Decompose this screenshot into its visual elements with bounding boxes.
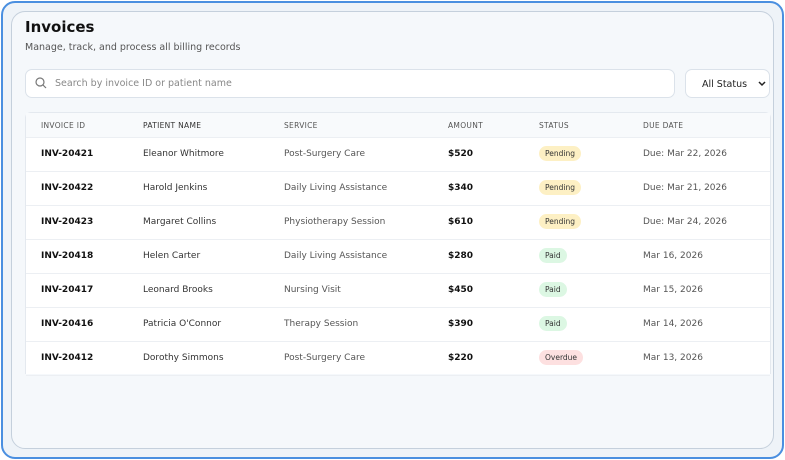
- amount: $520: [448, 149, 474, 159]
- invoice-id: INV-20418: [41, 251, 94, 261]
- service: Therapy Session: [284, 319, 359, 329]
- invoice-id: INV-20423: [41, 217, 94, 227]
- due-date: Mar 13, 2026: [643, 353, 703, 363]
- table-row[interactable]: INV-20417 Leonard Brooks Nursing Visit $450…: [26, 273, 770, 308]
- patient-name: Leonard Brooks: [143, 285, 213, 295]
- patient-name: Eleanor Whitmore: [143, 149, 224, 159]
- status-badge: Pending: [539, 146, 581, 161]
- patient-name: Harold Jenkins: [143, 183, 208, 193]
- amount: $450: [448, 285, 474, 295]
- service: Daily Living Assistance: [284, 183, 388, 193]
- service: Post-Surgery Care: [284, 353, 366, 363]
- amount: $390: [448, 319, 474, 329]
- patient-name: Margaret Collins: [143, 217, 217, 227]
- card: Invoices Manage, track, and process all …: [11, 11, 774, 449]
- table-header: INVOICE ID PATIENT NAME SERVICE AMOUNT STATU…: [26, 113, 770, 138]
- search-icon: [35, 77, 47, 89]
- patient-name: Dorothy Simmons: [143, 353, 224, 363]
- search-placeholder: Search by invoice ID or patient name: [55, 78, 232, 89]
- invoice-id: INV-20421: [41, 149, 94, 159]
- due-date: Due: Mar 22, 2026: [643, 149, 727, 159]
- status-badge: Pending: [539, 180, 581, 195]
- service: Nursing Visit: [284, 285, 341, 295]
- patient-name: Patricia O'Connor: [143, 319, 222, 329]
- page-subtitle: Manage, track, and process all billing r…: [25, 42, 241, 53]
- invoice-id: INV-20417: [41, 285, 94, 295]
- table-row[interactable]: INV-20422 Harold Jenkins Daily Living Assi…: [26, 171, 770, 206]
- column-header: DUE DATE: [643, 121, 684, 130]
- service: Physiotherapy Session: [284, 217, 386, 227]
- amount: $610: [448, 217, 474, 227]
- table-row[interactable]: INV-20416 Patricia O'Connor Therapy Sessio…: [26, 307, 770, 342]
- invoice-id: INV-20422: [41, 183, 94, 193]
- column-header: INVOICE ID: [41, 121, 86, 130]
- due-date: Mar 16, 2026: [643, 251, 703, 261]
- column-header: STATUS: [539, 121, 569, 130]
- amount: $280: [448, 251, 474, 261]
- page-title: Invoices: [25, 18, 95, 36]
- due-date: Mar 14, 2026: [643, 319, 703, 329]
- column-header: SERVICE: [284, 121, 318, 130]
- status-badge: Overdue: [539, 350, 584, 365]
- due-date: Due: Mar 24, 2026: [643, 217, 727, 227]
- status-badge: Paid: [539, 282, 567, 297]
- amount: $340: [448, 183, 474, 193]
- table-row[interactable]: INV-20418 Helen Carter Daily Living Assist…: [26, 239, 770, 274]
- filter-label: All Status: [702, 79, 748, 90]
- column-header: AMOUNT: [448, 121, 483, 130]
- table-row[interactable]: INV-20421 Eleanor Whitmore Post-Surgery Ca…: [26, 137, 770, 172]
- table-row[interactable]: INV-20412 Dorothy Simmons Post-Surgery Car…: [26, 341, 770, 376]
- chevron: [758, 81, 766, 87]
- service: Post-Surgery Care: [284, 149, 366, 159]
- service: Daily Living Assistance: [284, 251, 388, 261]
- column-header: PATIENT NAME: [143, 121, 202, 130]
- invoice-table: INVOICE ID PATIENT NAME SERVICE AMOUNT STATU…: [25, 112, 771, 376]
- amount: $220: [448, 353, 474, 363]
- invoice-id: INV-20416: [41, 319, 94, 329]
- patient-name: Helen Carter: [143, 251, 201, 261]
- due-date: Due: Mar 21, 2026: [643, 183, 727, 193]
- invoice-id: INV-20412: [41, 353, 94, 363]
- status-badge: Pending: [539, 214, 581, 229]
- status-filter[interactable]: All Status: [685, 69, 770, 98]
- status-badge: Paid: [539, 316, 567, 331]
- due-date: Mar 15, 2026: [643, 285, 703, 295]
- status-badge: Paid: [539, 248, 567, 263]
- search-box[interactable]: Search by invoice ID or patient name: [25, 69, 675, 98]
- table-row[interactable]: INV-20423 Margaret Collins Physiotherapy S…: [26, 205, 770, 240]
